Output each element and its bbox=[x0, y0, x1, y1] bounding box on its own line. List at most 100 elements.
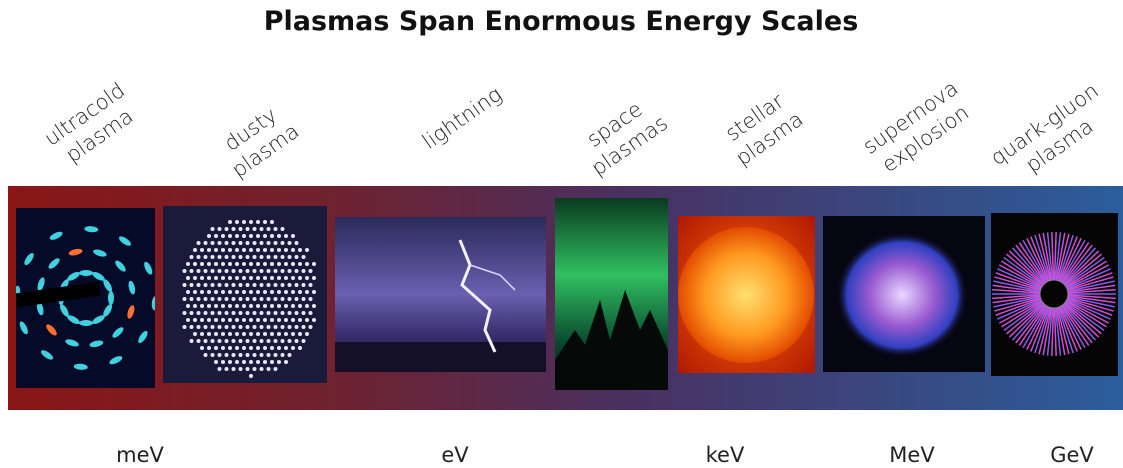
dust-grain bbox=[207, 318, 211, 322]
scale-label: MeV bbox=[889, 443, 935, 467]
dust-grain bbox=[235, 318, 239, 322]
dust-grain bbox=[270, 304, 274, 308]
dust-grain bbox=[256, 360, 260, 364]
dust-grain bbox=[252, 241, 257, 245]
dust-grain bbox=[263, 220, 267, 224]
dust-grain bbox=[196, 311, 201, 315]
dusty-pattern bbox=[182, 220, 316, 378]
track bbox=[1003, 301, 1044, 332]
dust-grain bbox=[284, 276, 288, 280]
dust-grain bbox=[203, 325, 208, 329]
dust-grain bbox=[284, 346, 288, 350]
track bbox=[1030, 306, 1050, 352]
dust-grain bbox=[242, 360, 246, 364]
dust-grain bbox=[301, 325, 306, 329]
dust-grain bbox=[287, 325, 292, 329]
track bbox=[1051, 232, 1055, 281]
dust-grain bbox=[217, 353, 222, 357]
ion-cluster bbox=[112, 327, 124, 338]
ion-cluster bbox=[19, 321, 28, 335]
ion-cluster bbox=[128, 280, 136, 295]
dust-grain bbox=[256, 318, 260, 322]
dust-grain bbox=[238, 367, 243, 371]
track bbox=[1011, 247, 1046, 285]
dust-grain bbox=[186, 290, 190, 294]
dust-grain bbox=[298, 318, 302, 322]
dust-grain bbox=[263, 248, 267, 252]
dust-grain bbox=[228, 262, 232, 266]
dust-grain bbox=[252, 325, 257, 329]
ion-cluster bbox=[92, 271, 105, 281]
track bbox=[1059, 237, 1082, 282]
lightning-bolt bbox=[458, 239, 497, 353]
dust-grain bbox=[249, 262, 253, 266]
dust-grain bbox=[249, 248, 253, 252]
dust-grain bbox=[263, 360, 267, 364]
dust-grain bbox=[189, 255, 194, 259]
dust-grain bbox=[221, 276, 225, 280]
dust-grain bbox=[284, 318, 288, 322]
dust-grain bbox=[221, 248, 225, 252]
track bbox=[1006, 302, 1044, 335]
dust-grain bbox=[238, 339, 243, 343]
dust-grain bbox=[228, 346, 232, 350]
track bbox=[993, 280, 1041, 292]
dust-grain bbox=[210, 227, 215, 231]
dust-grain bbox=[249, 346, 253, 350]
dust-grain bbox=[256, 234, 260, 238]
dust-grain bbox=[270, 360, 274, 364]
dust-grain bbox=[298, 248, 302, 252]
supernova-cloud bbox=[837, 233, 967, 357]
dust-grain bbox=[298, 304, 302, 308]
dust-grain bbox=[231, 269, 236, 273]
dust-grain bbox=[238, 311, 243, 315]
dust-grain bbox=[263, 318, 267, 322]
track bbox=[1064, 256, 1105, 287]
dust-grain bbox=[291, 332, 295, 336]
dust-grain bbox=[231, 255, 236, 259]
dust-grain bbox=[287, 339, 292, 343]
dust-grain bbox=[280, 325, 285, 329]
dust-grain bbox=[228, 318, 232, 322]
dust-grain bbox=[277, 290, 281, 294]
dust-grain bbox=[203, 255, 208, 259]
dust-grain bbox=[259, 353, 264, 357]
dust-grain bbox=[252, 227, 257, 231]
item-label: lightning bbox=[418, 82, 506, 154]
dust-grain bbox=[207, 290, 211, 294]
space-trees bbox=[555, 290, 668, 390]
dust-grain bbox=[238, 353, 243, 357]
dust-grain bbox=[193, 276, 197, 280]
dust-grain bbox=[242, 318, 246, 322]
dust-grain bbox=[273, 367, 278, 371]
dust-grain bbox=[263, 262, 267, 266]
dust-grain bbox=[284, 360, 288, 364]
track bbox=[1056, 307, 1070, 355]
track bbox=[993, 296, 1041, 308]
track bbox=[992, 284, 1041, 293]
dust-grain bbox=[287, 297, 292, 301]
track bbox=[1003, 256, 1044, 287]
dust-grain bbox=[256, 262, 260, 266]
track bbox=[1026, 306, 1049, 351]
ion-cluster bbox=[73, 363, 88, 370]
track bbox=[1008, 250, 1045, 285]
dust-grain bbox=[277, 318, 281, 322]
dust-grain bbox=[249, 304, 253, 308]
dust-grain bbox=[252, 283, 257, 287]
track bbox=[1060, 305, 1086, 349]
dust-grain bbox=[256, 346, 260, 350]
dust-grain bbox=[245, 255, 250, 259]
track bbox=[1022, 239, 1048, 283]
dust-grain bbox=[270, 248, 274, 252]
dust-grain bbox=[221, 318, 225, 322]
dust-grain bbox=[235, 234, 239, 238]
ion-cluster bbox=[79, 319, 93, 327]
dust-grain bbox=[189, 325, 194, 329]
track bbox=[1061, 305, 1090, 346]
ion-cluster bbox=[138, 330, 148, 343]
track bbox=[1034, 307, 1051, 354]
dust-grain bbox=[228, 332, 232, 336]
track bbox=[994, 297, 1041, 312]
dust-grain bbox=[189, 311, 194, 315]
